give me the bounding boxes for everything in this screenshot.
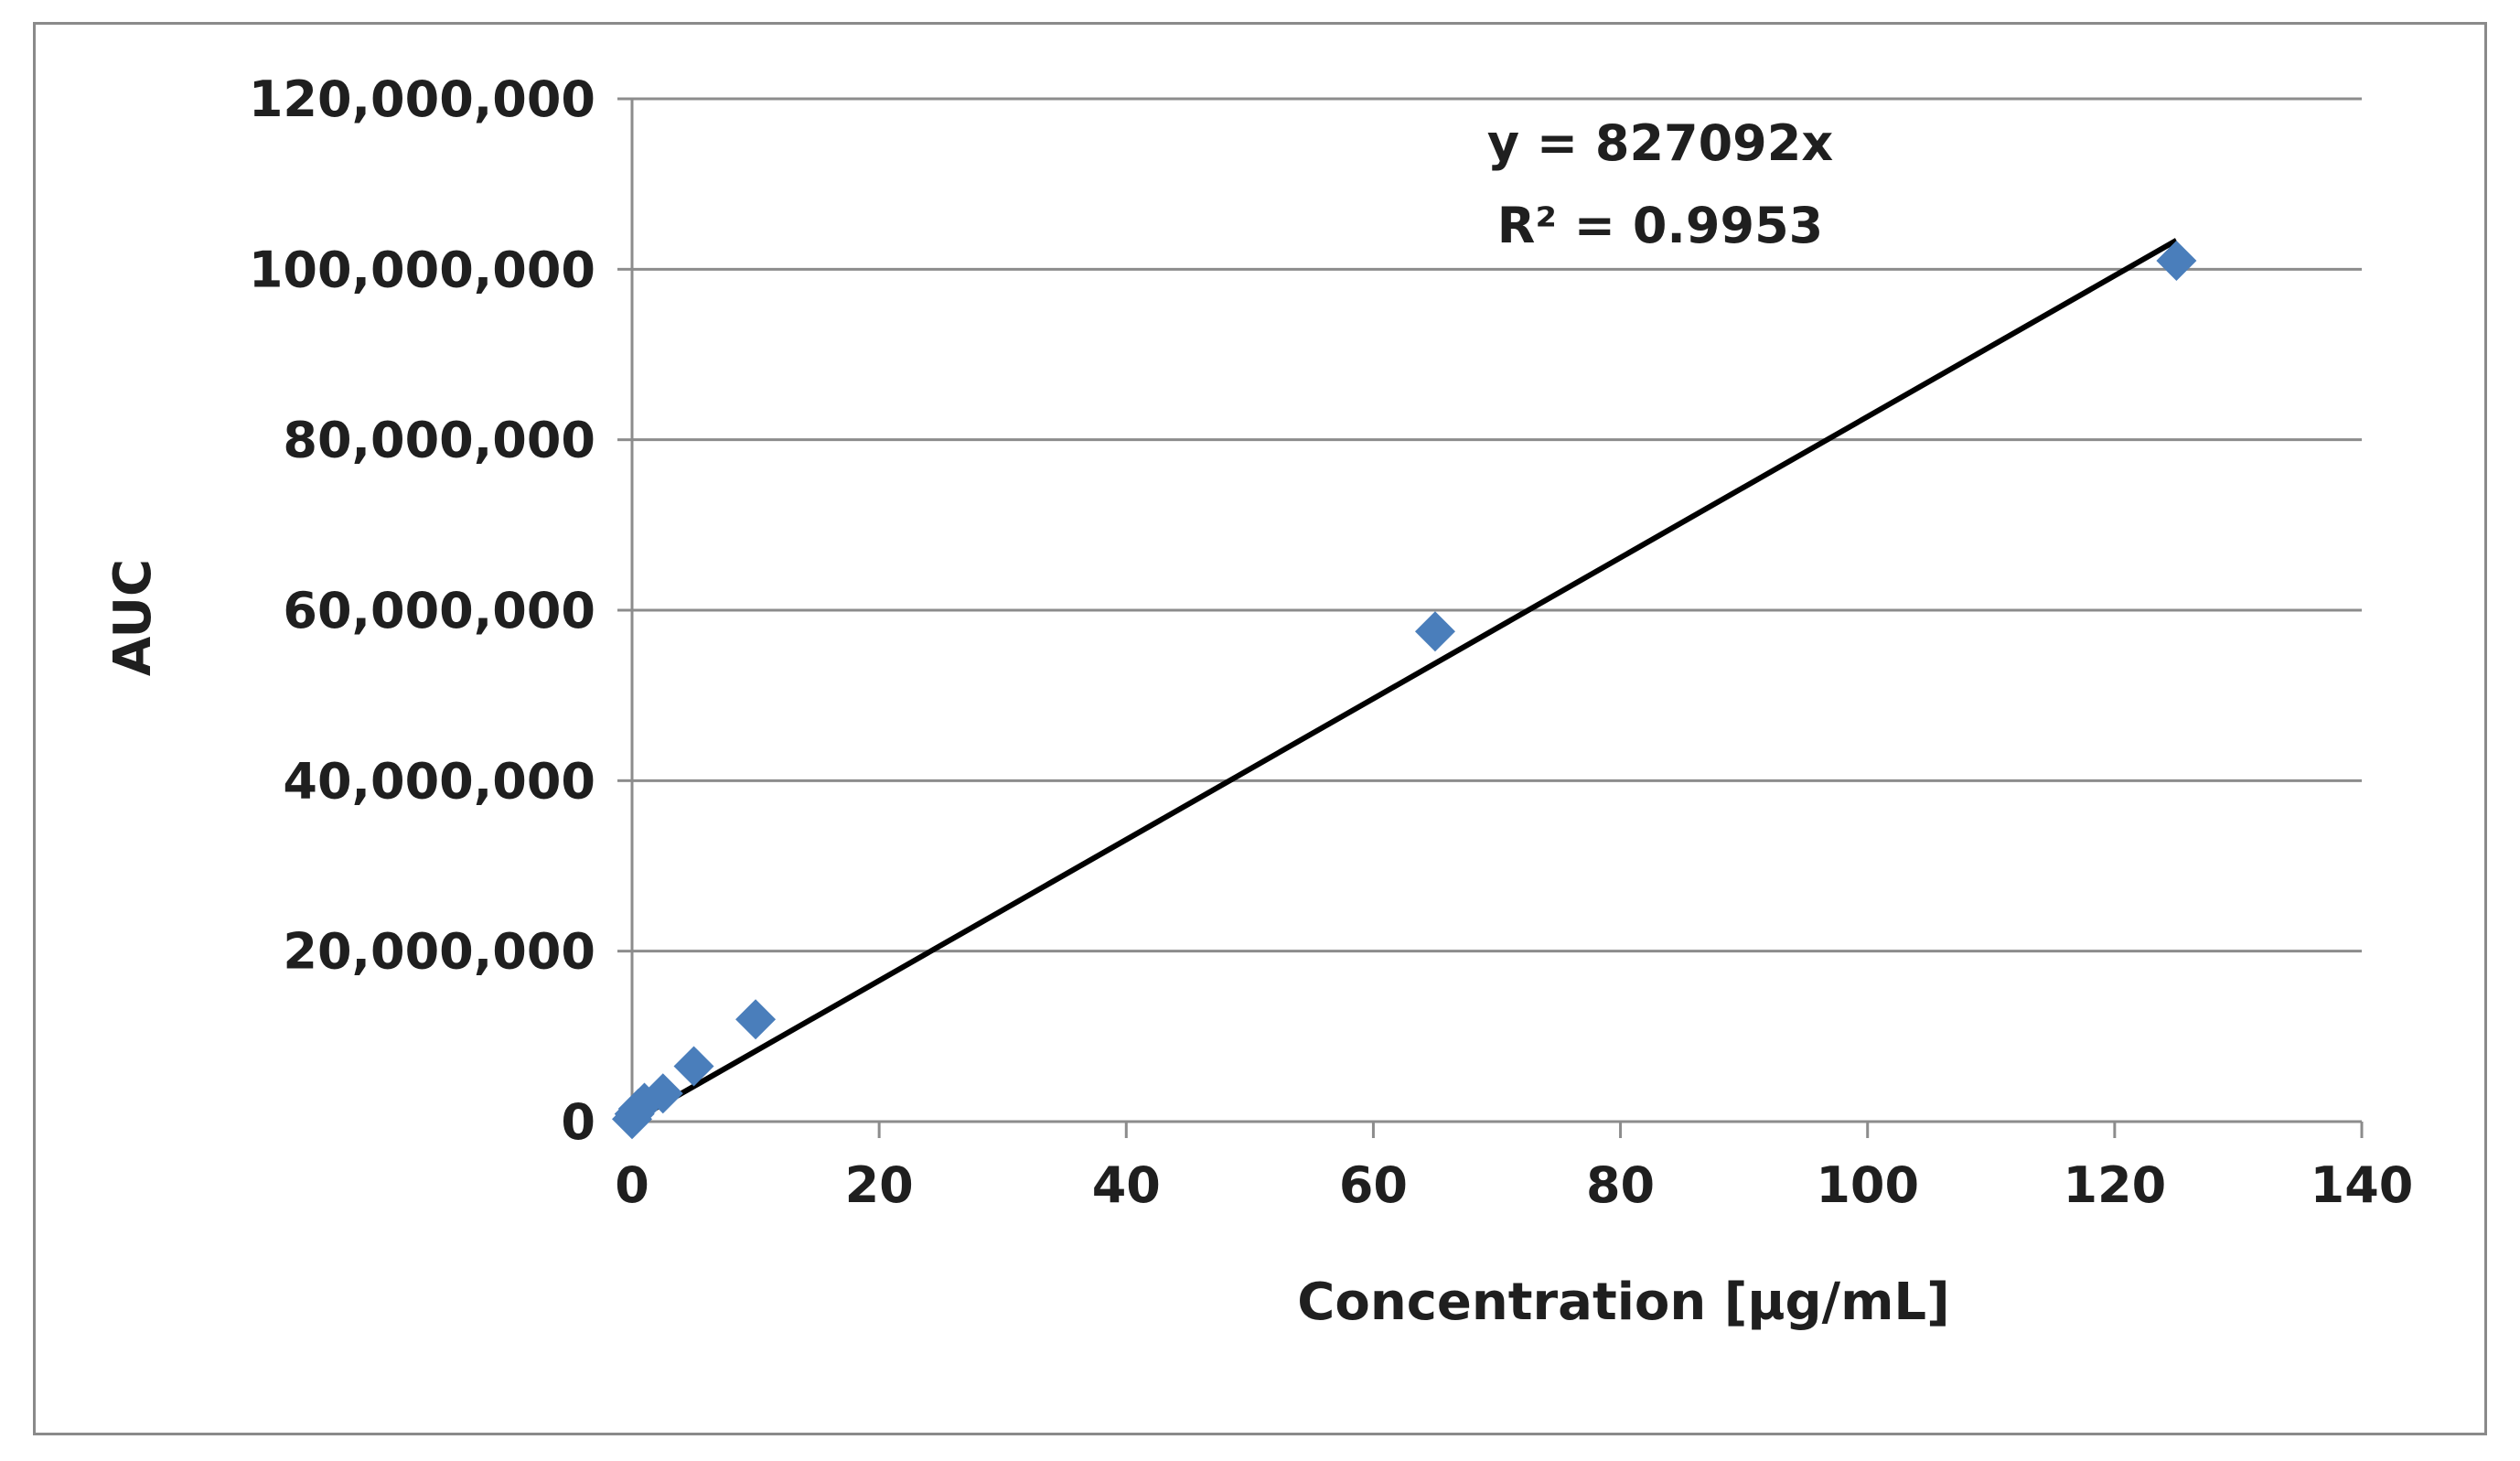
trendline-group — [630, 238, 2178, 1124]
y-tick-label: 80,000,000 — [283, 412, 595, 469]
trendline-r-squared: R² = 0.9953 — [1497, 197, 1823, 254]
data-point — [642, 1073, 683, 1114]
x-tick-label: 120 — [2063, 1156, 2166, 1214]
x-tick-label: 60 — [1339, 1156, 1408, 1214]
x-tick-label: 140 — [2311, 1156, 2414, 1214]
x-tick-label: 40 — [1092, 1156, 1161, 1214]
data-points — [612, 241, 2197, 1140]
data-point — [2156, 241, 2197, 282]
y-tick-label: 120,000,000 — [249, 70, 595, 128]
y-axis-title: AUC — [103, 559, 163, 676]
gridlines — [632, 97, 2362, 953]
trendline-equation: y = 827092x — [1487, 114, 1833, 172]
x-tick-label: 0 — [615, 1156, 649, 1214]
chart-frame: 0 20,000,000 40,000,000 60,000,000 80,000,00… — [33, 22, 2487, 1435]
x-tick-label: 20 — [845, 1156, 914, 1214]
chart-svg: 0 20,000,000 40,000,000 60,000,000 80,000,00… — [103, 70, 2414, 1332]
data-point — [1414, 611, 1455, 652]
trendline — [630, 238, 2178, 1124]
x-tick-label: 80 — [1586, 1156, 1655, 1214]
y-tick-label: 20,000,000 — [283, 923, 595, 981]
y-tick-label: 40,000,000 — [283, 752, 595, 810]
tick-labels: 0 20,000,000 40,000,000 60,000,000 80,000,00… — [249, 70, 2414, 1214]
axes — [617, 97, 2364, 1138]
x-tick-label: 100 — [1816, 1156, 1919, 1214]
x-axis-title: Concentration [µg/mL] — [1297, 1273, 1949, 1332]
y-tick-label: 60,000,000 — [283, 582, 595, 639]
data-point — [673, 1046, 714, 1087]
y-tick-label: 100,000,000 — [249, 241, 595, 298]
data-point — [735, 999, 777, 1040]
y-tick-label: 0 — [561, 1093, 595, 1151]
